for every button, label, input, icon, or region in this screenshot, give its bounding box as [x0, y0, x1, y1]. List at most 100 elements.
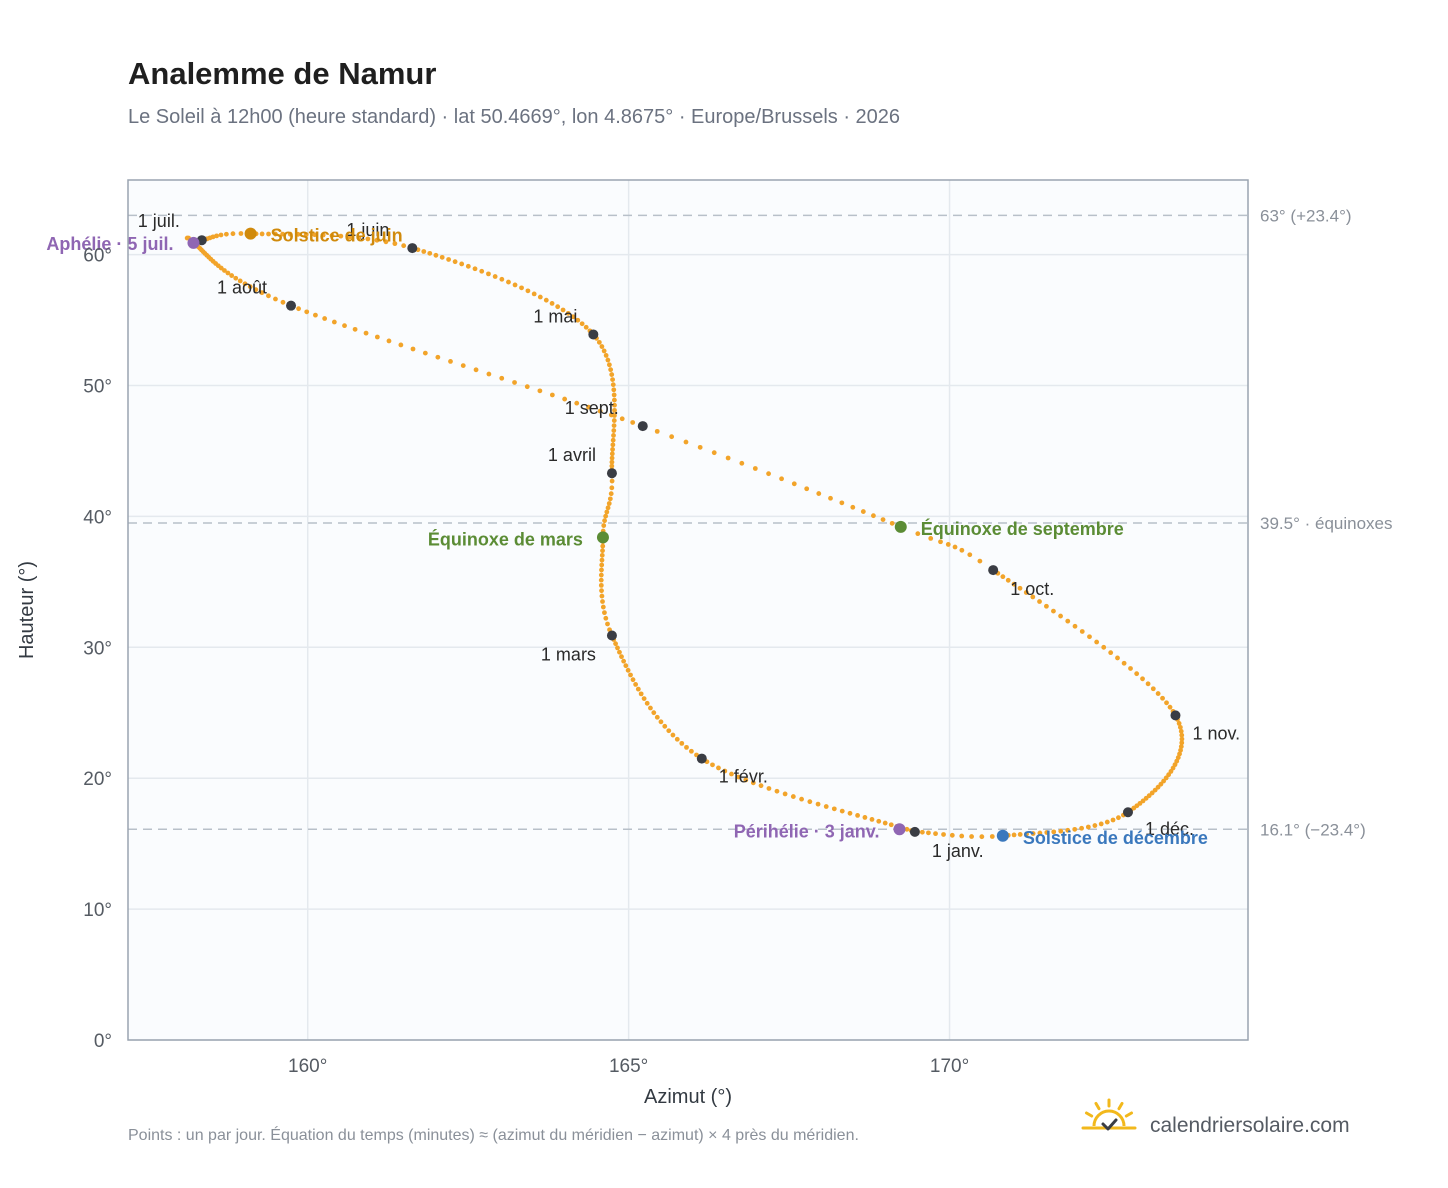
daily-point: [608, 491, 614, 497]
daily-point: [605, 621, 610, 627]
month-label: 1 sept.: [565, 398, 619, 418]
month-marker: [637, 421, 648, 432]
x-tick-label: 170°: [930, 1056, 969, 1077]
daily-point: [679, 740, 685, 746]
daily-point: [1030, 594, 1036, 600]
daily-point: [531, 291, 537, 297]
daily-point: [611, 418, 617, 423]
sun-ray: [1084, 1111, 1094, 1118]
daily-point: [670, 732, 676, 738]
event-marker: [893, 823, 906, 836]
daily-point: [831, 806, 837, 812]
daily-point: [638, 691, 644, 697]
plot-frame: [127, 179, 1249, 1041]
daily-point: [697, 444, 703, 450]
reference-line-label: 39.5° · équinoxes: [1260, 514, 1393, 533]
daily-point: [603, 513, 609, 519]
daily-point: [608, 412, 614, 418]
event-marker: [894, 520, 907, 533]
daily-point: [1121, 660, 1127, 666]
daily-point: [1079, 825, 1084, 831]
daily-point: [1178, 747, 1183, 753]
daily-point: [635, 686, 641, 692]
daily-point: [823, 804, 829, 809]
y-tick-label: 10°: [83, 900, 112, 921]
daily-point: [799, 796, 804, 802]
daily-point: [610, 377, 615, 382]
daily-point: [609, 372, 615, 377]
daily-point: [611, 433, 616, 438]
daily-point: [606, 501, 612, 506]
daily-point: [619, 654, 624, 660]
daily-point: [623, 663, 629, 669]
y-tick-label: 0°: [94, 1031, 112, 1052]
daily-point: [1176, 720, 1182, 726]
daily-point: [512, 380, 517, 385]
month-label: 1 mai: [533, 306, 577, 326]
daily-point: [600, 543, 606, 549]
daily-point: [242, 281, 248, 287]
daily-point: [562, 396, 568, 402]
daily-point: [342, 323, 347, 329]
daily-point: [184, 235, 190, 241]
event-marker: [244, 227, 257, 240]
daily-point: [644, 700, 650, 706]
daily-point: [512, 282, 518, 288]
daily-point: [612, 402, 617, 408]
daily-point: [347, 234, 353, 240]
daily-point: [791, 481, 797, 487]
daily-point: [253, 287, 259, 293]
daily-point: [452, 259, 458, 265]
daily-point: [601, 348, 607, 354]
daily-point: [610, 446, 615, 452]
y-tick-label: 20°: [83, 769, 112, 790]
daily-point: [229, 273, 235, 278]
daily-point: [610, 382, 616, 388]
daily-point: [782, 791, 788, 797]
daily-point: [611, 392, 617, 398]
daily-point: [1024, 831, 1029, 837]
daily-point: [599, 344, 605, 349]
daily-point: [1098, 821, 1104, 827]
brand-name: calendriersolaire.com: [1150, 1114, 1350, 1137]
daily-point: [598, 572, 604, 578]
daily-point: [1011, 581, 1017, 587]
daily-point: [312, 232, 318, 238]
daily-point: [605, 505, 611, 511]
y-tick-label: 40°: [83, 507, 112, 528]
daily-point: [459, 261, 465, 267]
daily-point: [609, 451, 615, 457]
daily-point: [610, 437, 616, 443]
event-marker: [187, 236, 200, 249]
x-axis-title: Azimut (°): [644, 1086, 732, 1108]
daily-point: [537, 294, 543, 300]
daily-point: [915, 531, 921, 537]
daily-point: [938, 539, 943, 545]
daily-point: [711, 450, 717, 456]
daily-point: [1104, 819, 1110, 825]
daily-point: [658, 719, 664, 725]
daily-point: [651, 710, 657, 716]
daily-point: [600, 599, 605, 604]
daily-point: [570, 314, 576, 320]
daily-point: [1179, 740, 1185, 746]
chart-subtitle: Le Soleil à 12h00 (heure standard) · lat…: [128, 106, 900, 128]
chart-title: Analemme de Namur: [128, 56, 436, 91]
daily-point: [1065, 827, 1071, 833]
daily-point: [247, 284, 253, 290]
daily-point: [1058, 828, 1064, 834]
daily-point: [736, 774, 741, 780]
daily-point: [352, 326, 358, 332]
daily-point: [710, 762, 715, 768]
daily-point: [549, 392, 555, 398]
event-label: Périhélie · 3 janv.: [734, 821, 880, 841]
daily-point: [1167, 704, 1173, 710]
daily-point: [304, 309, 310, 315]
daily-point: [816, 491, 822, 496]
daily-point: [633, 681, 639, 687]
daily-point: [237, 278, 243, 284]
daily-point: [560, 307, 566, 313]
daily-point: [435, 354, 441, 360]
daily-point: [959, 833, 965, 839]
